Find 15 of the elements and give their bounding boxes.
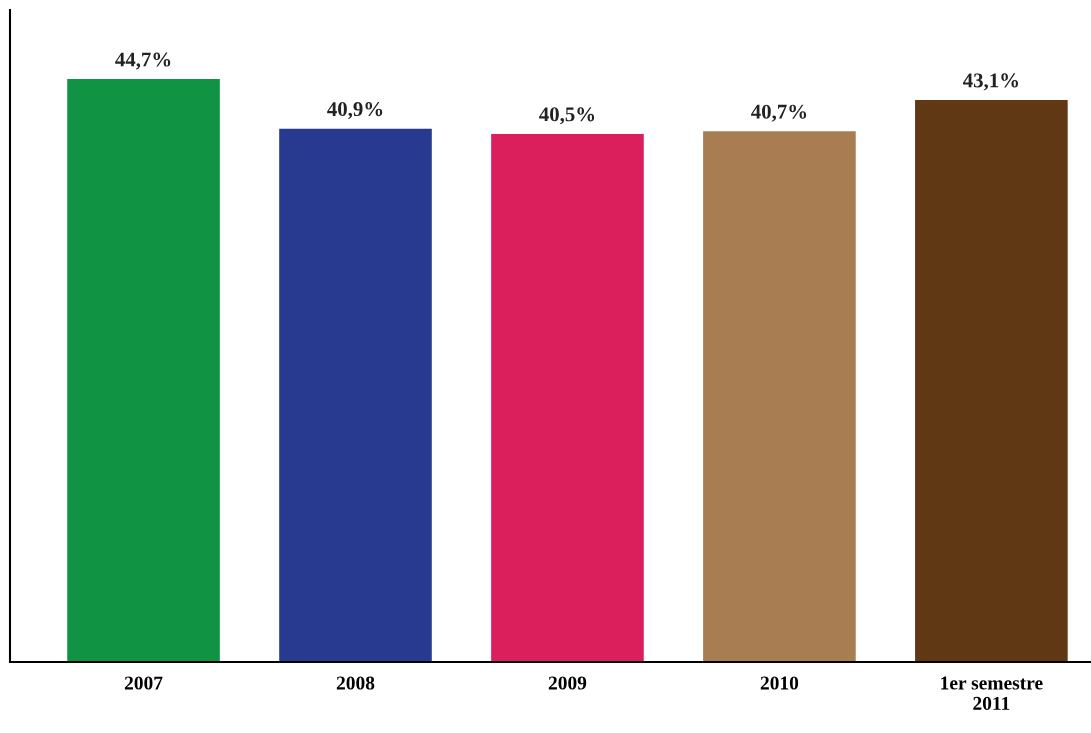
bar	[703, 131, 856, 662]
data-label: 44,7%	[115, 52, 171, 70]
x-tick-label: 2007	[124, 676, 163, 690]
x-tick-label: 2009	[548, 676, 587, 690]
data-label: 43,1%	[963, 73, 1019, 91]
bar	[491, 133, 644, 662]
data-label: 40,5%	[539, 107, 595, 125]
bar	[915, 99, 1068, 662]
x-tick-label: 2008	[336, 676, 375, 690]
bar	[67, 79, 220, 662]
x-tick-label: 2010	[760, 676, 799, 690]
x-tick-label: 1er semestre 2011	[941, 676, 1043, 710]
data-label: 40,9%	[327, 102, 383, 120]
data-label: 40,7%	[751, 104, 807, 122]
bar	[279, 128, 432, 662]
